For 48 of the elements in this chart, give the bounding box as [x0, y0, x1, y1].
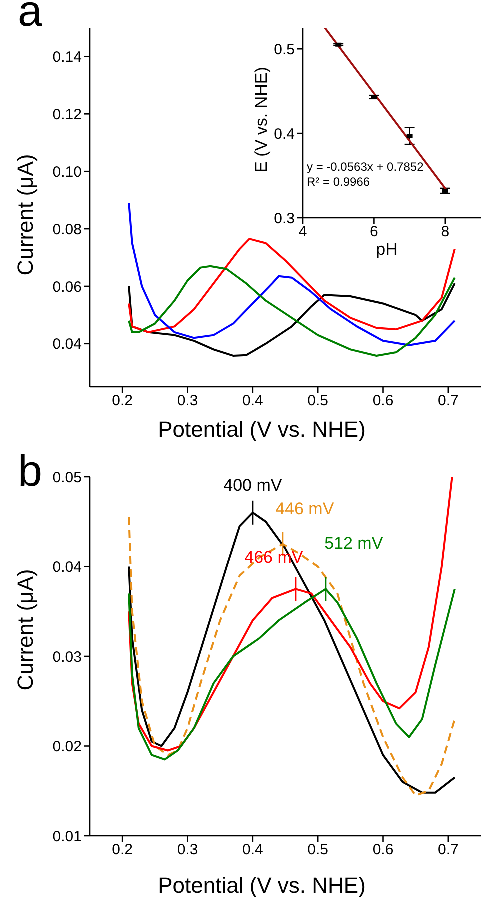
x-tick-label: 6: [370, 224, 378, 241]
y-tick-label: 0.04: [52, 336, 82, 354]
x-axis-title: Potential (V vs. NHE): [158, 416, 366, 444]
annotation: R² = 0.9966: [307, 175, 372, 190]
y-tick-label: 0.4: [274, 126, 295, 143]
x-tick-label: 0.4: [242, 392, 264, 410]
line-series: [128, 477, 454, 752]
annotation: y = -0.0563x + 0.7852: [307, 160, 424, 175]
line-series: [128, 238, 456, 334]
y-tick-label: 0.01: [52, 828, 82, 846]
annotation: 512 mV: [324, 534, 384, 554]
x-tick-label: 0.3: [177, 392, 198, 410]
x-tick-label: 0.7: [438, 842, 459, 859]
annotation: 446 mV: [276, 499, 335, 518]
x-tick-label: 0.6: [372, 842, 394, 859]
y-tick-label: 0.02: [52, 738, 82, 756]
x-tick-label: 0.4: [242, 842, 264, 859]
y-axis-title: Current (μA): [12, 569, 39, 691]
x-tick-label: 8: [441, 224, 450, 241]
x-tick-label: 0.5: [308, 392, 329, 410]
y-tick-label: 0.5: [274, 41, 295, 58]
x-tick-label: 0.7: [438, 392, 459, 410]
y-tick-label: 0.10: [52, 164, 82, 181]
x-tick-label: 0.2: [112, 842, 134, 859]
annotation: 400 mV: [224, 476, 283, 495]
x-tick-label: 0.5: [308, 842, 329, 859]
chart-title: b: [18, 447, 42, 496]
y-tick-label: 0.05: [52, 469, 82, 486]
x-tick-label: 0.3: [177, 842, 198, 859]
y-tick-label: 0.08: [52, 221, 82, 238]
y-tick-label: 0.3: [274, 210, 295, 228]
y-axis-title: E (V vs. NHE): [252, 67, 272, 173]
line-series: [128, 588, 456, 761]
line-series: [128, 202, 456, 346]
x-tick-label: 0.6: [372, 392, 394, 410]
x-axis-title: Potential (V vs. NHE): [158, 872, 366, 900]
y-tick-label: 0.12: [52, 106, 82, 124]
y-axis-title: Current (μA): [12, 154, 39, 276]
chart-title: a: [18, 0, 42, 36]
x-axis-title: pH: [376, 240, 398, 260]
line-series: [128, 282, 456, 357]
y-tick-label: 0.03: [52, 648, 82, 666]
y-tick-label: 0.06: [52, 278, 82, 296]
x-tick-label: 4: [298, 224, 308, 241]
line-series: [128, 265, 456, 357]
y-tick-label: 0.14: [52, 49, 82, 66]
x-tick-label: 0.2: [112, 392, 134, 410]
y-tick-label: 0.04: [52, 559, 82, 576]
